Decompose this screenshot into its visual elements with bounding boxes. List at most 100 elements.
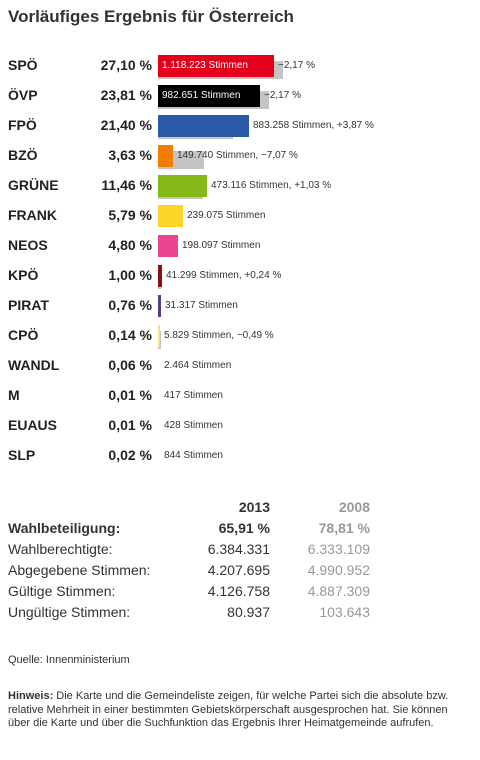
party-row: PIRAT 0,76 % 31.317 Stimmen bbox=[0, 292, 480, 322]
party-row: FPÖ 21,40 % 883.258 Stimmen, +3,87 % bbox=[0, 112, 480, 142]
result-bar bbox=[158, 175, 207, 197]
comparison-label: Gültige Stimmen: bbox=[8, 583, 116, 599]
source-text: Quelle: Innenministerium bbox=[8, 654, 130, 666]
result-bar bbox=[158, 235, 178, 257]
result-bar bbox=[158, 205, 183, 227]
party-name: GRÜNE bbox=[8, 177, 59, 193]
comparison-header-row: 2013 2008 bbox=[8, 498, 378, 519]
comparison-value-2013: 4.126.758 bbox=[207, 583, 270, 599]
party-name: SPÖ bbox=[8, 57, 38, 73]
party-name: SLP bbox=[8, 447, 36, 463]
party-percent: 5,79 % bbox=[108, 207, 152, 223]
vote-count-label: 883.258 Stimmen, +3,87 % bbox=[253, 120, 374, 131]
party-percent: 11,46 % bbox=[101, 177, 152, 193]
comparison-value-2008: 4.887.309 bbox=[307, 583, 370, 599]
party-percent: 0,01 % bbox=[108, 417, 152, 433]
vote-count-label: 41.299 Stimmen, +0,24 % bbox=[166, 270, 282, 281]
comparison-row-turnout: Wahlbeteiligung: 65,91 % 78,81 % bbox=[8, 519, 378, 540]
vote-count-label: 844 Stimmen bbox=[164, 450, 223, 461]
comparison-value-2008: 103.643 bbox=[319, 604, 370, 620]
party-name: KPÖ bbox=[8, 267, 39, 283]
party-name: CPÖ bbox=[8, 327, 39, 343]
result-bar bbox=[158, 265, 162, 287]
comparison-row-invalid: Ungültige Stimmen: 80.937 103.643 bbox=[8, 603, 378, 624]
party-name: ÖVP bbox=[8, 87, 38, 103]
comparison-value-2013: 80.937 bbox=[227, 604, 270, 620]
party-name: BZÖ bbox=[8, 147, 38, 163]
comparison-row-eligible: Wahlberechtigte: 6.384.331 6.333.109 bbox=[8, 540, 378, 561]
comparison-label: Wahlbeteiligung: bbox=[8, 520, 121, 536]
party-name: NEOS bbox=[8, 237, 48, 253]
vote-count-label: 149.740 Stimmen, −7,07 % bbox=[177, 150, 298, 161]
party-row: M 0,01 % 417 Stimmen bbox=[0, 382, 480, 412]
result-bar bbox=[158, 355, 160, 377]
comparison-value-2008: 6.333.109 bbox=[307, 541, 370, 557]
party-row: BZÖ 3,63 % 149.740 Stimmen, −7,07 % bbox=[0, 142, 480, 172]
party-name: EUAUS bbox=[8, 417, 58, 433]
vote-count-label: 31.317 Stimmen bbox=[165, 300, 238, 311]
vote-count-label: 428 Stimmen bbox=[164, 420, 223, 431]
party-row: GRÜNE 11,46 % 473.116 Stimmen, +1,03 % bbox=[0, 172, 480, 202]
vote-count-label: 473.116 Stimmen, +1,03 % bbox=[211, 180, 332, 191]
party-row: SPÖ 27,10 % 1.118.223 Stimmen −2,17 % bbox=[0, 52, 480, 82]
result-bar bbox=[158, 85, 260, 107]
comparison-row-valid: Gültige Stimmen: 4.126.758 4.887.309 bbox=[8, 582, 378, 603]
change-label: −2,17 % bbox=[278, 60, 315, 71]
vote-count-label: 1.118.223 Stimmen bbox=[162, 60, 248, 71]
year-2008-header: 2008 bbox=[338, 499, 370, 515]
party-row: ÖVP 23,81 % 982.651 Stimmen −2,17 % bbox=[0, 82, 480, 112]
party-name: PIRAT bbox=[8, 297, 49, 313]
vote-count-label: 239.075 Stimmen bbox=[187, 210, 266, 221]
comparison-label: Abgegebene Stimmen: bbox=[8, 562, 151, 578]
party-percent: 1,00 % bbox=[108, 267, 152, 283]
party-percent: 27,10 % bbox=[100, 57, 152, 73]
party-percent: 3,63 % bbox=[108, 147, 152, 163]
result-bar bbox=[158, 385, 160, 407]
result-bar bbox=[158, 415, 160, 437]
party-name: FRANK bbox=[8, 207, 57, 223]
party-row: CPÖ 0,14 % 5.829 Stimmen, −0,49 % bbox=[0, 322, 480, 352]
hint-note: Hinweis: Die Karte und die Gemeindeliste… bbox=[8, 690, 472, 731]
vote-count-label: 417 Stimmen bbox=[164, 390, 223, 401]
comparison-label: Wahlberechtigte: bbox=[8, 541, 113, 557]
party-row: EUAUS 0,01 % 428 Stimmen bbox=[0, 412, 480, 442]
page-title: Vorläufiges Ergebnis für Österreich bbox=[8, 7, 294, 26]
party-percent: 4,80 % bbox=[108, 237, 152, 253]
hint-label: Hinweis: bbox=[8, 690, 54, 702]
result-bar bbox=[158, 445, 160, 467]
result-bar bbox=[158, 55, 274, 77]
hint-text: Die Karte und die Gemeindeliste zeigen, … bbox=[8, 690, 449, 729]
party-percent: 0,06 % bbox=[108, 357, 152, 373]
vote-count-label: 198.097 Stimmen bbox=[182, 240, 261, 251]
party-row: SLP 0,02 % 844 Stimmen bbox=[0, 442, 480, 472]
comparison-value-2013: 65,91 % bbox=[218, 520, 270, 536]
vote-count-label: 2.464 Stimmen bbox=[164, 360, 232, 371]
party-row: FRANK 5,79 % 239.075 Stimmen bbox=[0, 202, 480, 232]
party-name: FPÖ bbox=[8, 117, 37, 133]
change-label: −2,17 % bbox=[264, 90, 301, 101]
result-bar bbox=[158, 115, 249, 137]
result-bar bbox=[158, 295, 161, 317]
party-percent: 0,14 % bbox=[108, 327, 152, 343]
comparison-row-cast: Abgegebene Stimmen: 4.207.695 4.990.952 bbox=[8, 561, 378, 582]
party-percent: 21,40 % bbox=[100, 117, 152, 133]
party-row: NEOS 4,80 % 198.097 Stimmen bbox=[0, 232, 480, 262]
party-name: M bbox=[8, 387, 20, 403]
party-row: WANDL 0,06 % 2.464 Stimmen bbox=[0, 352, 480, 382]
party-percent: 0,02 % bbox=[108, 447, 152, 463]
result-bar bbox=[158, 145, 173, 167]
comparison-value-2008: 78,81 % bbox=[318, 520, 370, 536]
party-row: KPÖ 1,00 % 41.299 Stimmen, +0,24 % bbox=[0, 262, 480, 292]
comparison-label: Ungültige Stimmen: bbox=[8, 604, 131, 620]
party-name: WANDL bbox=[8, 357, 60, 373]
turnout-comparison-table: 2013 2008 Wahlbeteiligung: 65,91 % 78,81… bbox=[8, 498, 378, 624]
vote-count-label: 5.829 Stimmen, −0,49 % bbox=[164, 330, 274, 341]
comparison-value-2013: 6.384.331 bbox=[207, 541, 270, 557]
year-2013-header: 2013 bbox=[238, 499, 270, 515]
comparison-value-2008: 4.990.952 bbox=[307, 562, 370, 578]
party-percent: 0,76 % bbox=[108, 297, 152, 313]
party-percent: 23,81 % bbox=[100, 87, 152, 103]
vote-count-label: 982.651 Stimmen bbox=[162, 90, 241, 101]
result-bar bbox=[158, 325, 160, 347]
party-percent: 0,01 % bbox=[108, 387, 152, 403]
